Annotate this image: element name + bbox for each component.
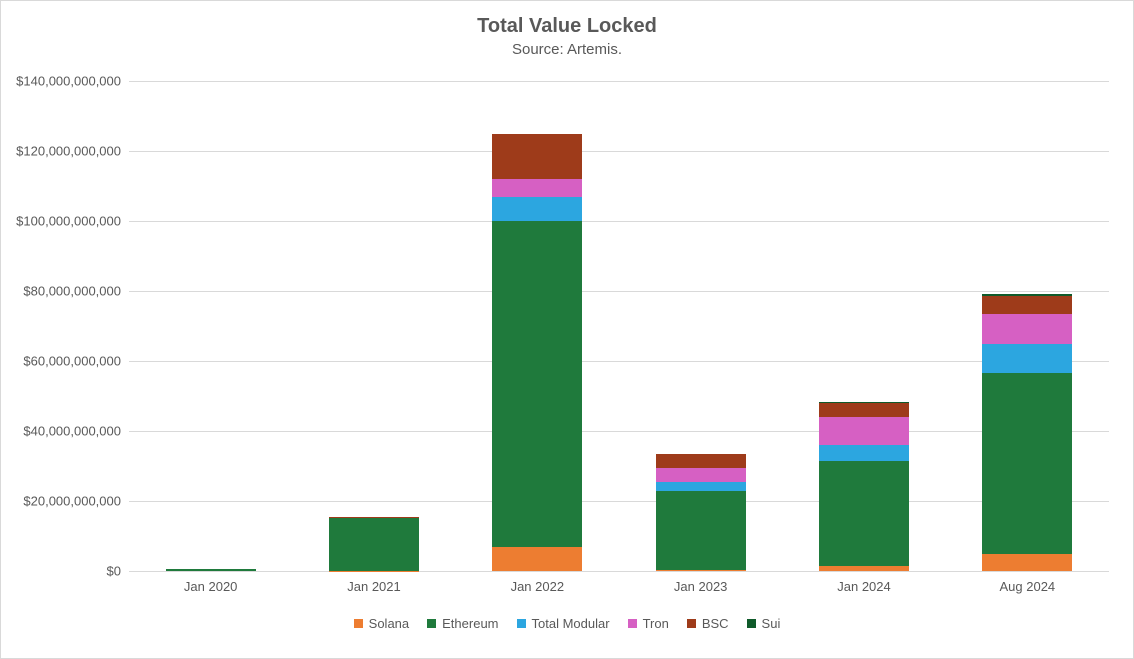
gridline [129,501,1109,502]
bar-group [982,294,1072,571]
legend-item-bsc: BSC [687,616,729,631]
bar-segment-ethereum [982,373,1072,553]
legend-label: Sui [762,616,781,631]
legend-label: Tron [643,616,669,631]
legend-swatch [354,619,363,628]
y-axis-tick-label: $60,000,000,000 [23,354,129,369]
gridline [129,151,1109,152]
legend-swatch [687,619,696,628]
bar-segment-ethereum [656,491,746,570]
bar-segment-solana [982,554,1072,572]
y-axis-tick-label: $20,000,000,000 [23,494,129,509]
legend-item-tron: Tron [628,616,669,631]
bar-segment-total_modular [819,445,909,461]
x-axis-tick-label: Jan 2021 [347,571,401,594]
bar-segment-ethereum [819,461,909,566]
legend-item-solana: Solana [354,616,409,631]
bar-group [656,454,746,571]
legend-swatch [427,619,436,628]
x-axis-tick-label: Jan 2022 [511,571,565,594]
bar-segment-total_modular [982,344,1072,374]
legend-label: Ethereum [442,616,498,631]
gridline [129,361,1109,362]
gridline [129,81,1109,82]
bar-segment-tron [492,179,582,197]
chart-subtitle: Source: Artemis. [1,41,1133,58]
bar-segment-tron [982,314,1072,344]
legend-label: Total Modular [532,616,610,631]
gridline [129,571,1109,572]
legend: Solana Ethereum Total Modular Tron BSC Sui [1,616,1133,631]
legend-swatch [628,619,637,628]
legend-item-total_modular: Total Modular [517,616,610,631]
x-axis-tick-label: Jan 2024 [837,571,891,594]
y-axis-tick-label: $40,000,000,000 [23,424,129,439]
legend-item-ethereum: Ethereum [427,616,498,631]
x-axis-tick-label: Aug 2024 [999,571,1055,594]
y-axis-tick-label: $80,000,000,000 [23,284,129,299]
bar-segment-tron [656,468,746,483]
chart-container: Total Value Locked Source: Artemis. $0$2… [0,0,1134,659]
y-axis-tick-label: $0 [107,564,129,579]
plot-area: $0$20,000,000,000$40,000,000,000$60,000,… [129,81,1109,571]
gridline [129,431,1109,432]
gridline [129,291,1109,292]
gridline [129,221,1109,222]
bar-group [819,402,909,571]
bar-group [329,517,419,571]
y-axis-tick-label: $100,000,000,000 [16,214,129,229]
bar-segment-bsc [819,403,909,417]
legend-label: Solana [369,616,409,631]
bar-group [492,134,582,572]
bar-segment-bsc [492,134,582,180]
bar-segment-solana [492,547,582,572]
bar-segment-total_modular [656,482,746,491]
legend-swatch [517,619,526,628]
y-axis-tick-label: $120,000,000,000 [16,144,129,159]
y-axis-tick-label: $140,000,000,000 [16,74,129,89]
bar-segment-ethereum [492,221,582,547]
bar-segment-ethereum [329,518,419,571]
legend-item-sui: Sui [747,616,781,631]
legend-label: BSC [702,616,729,631]
bar-segment-tron [819,417,909,445]
x-axis-tick-label: Jan 2020 [184,571,238,594]
bar-segment-total_modular [492,197,582,222]
legend-swatch [747,619,756,628]
x-axis-tick-label: Jan 2023 [674,571,728,594]
bar-segment-bsc [982,296,1072,314]
chart-title: Total Value Locked [1,15,1133,38]
bar-segment-bsc [656,454,746,468]
